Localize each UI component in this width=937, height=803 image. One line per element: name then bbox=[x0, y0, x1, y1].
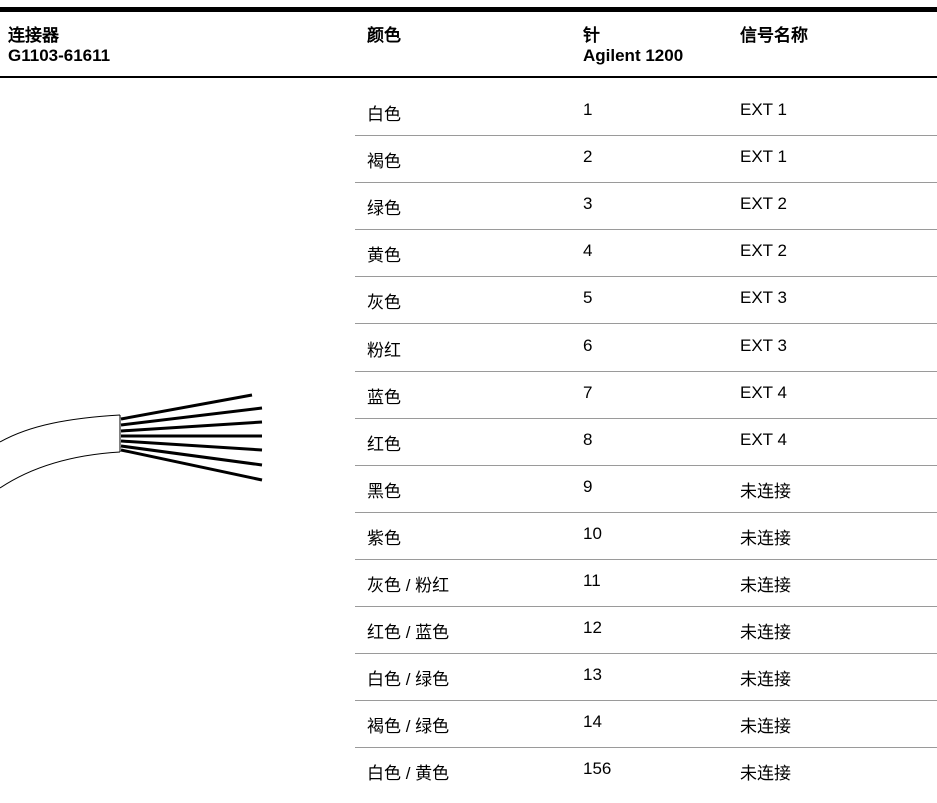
cell-pin: 12 bbox=[583, 618, 602, 638]
cell-signal: 未连接 bbox=[740, 670, 791, 690]
row-divider bbox=[355, 276, 937, 277]
cell-signal: EXT 2 bbox=[740, 194, 787, 214]
cell-color: 绿色 bbox=[367, 199, 401, 219]
cell-pin: 11 bbox=[583, 571, 601, 590]
header-rule bbox=[0, 76, 937, 78]
cell-color: 紫色 bbox=[367, 528, 401, 548]
row-divider bbox=[355, 747, 937, 748]
header-signal: 信号名称 bbox=[740, 26, 808, 45]
cell-signal: EXT 1 bbox=[740, 147, 787, 167]
cell-pin: 14 bbox=[583, 712, 602, 732]
row-divider bbox=[355, 653, 937, 654]
cell-color: 褐色 bbox=[367, 152, 401, 172]
top-rule bbox=[0, 7, 937, 12]
row-divider bbox=[355, 512, 937, 513]
row-divider bbox=[355, 323, 937, 324]
cell-signal: 未连接 bbox=[740, 528, 791, 548]
row-divider bbox=[355, 371, 937, 372]
cell-pin: 6 bbox=[583, 335, 593, 355]
cell-signal: 未连接 bbox=[740, 576, 791, 595]
row-divider bbox=[355, 700, 937, 701]
cell-color: 黑色 bbox=[367, 481, 401, 501]
cell-pin: 7 bbox=[583, 382, 593, 402]
cell-signal: 未连接 bbox=[740, 764, 791, 784]
cell-pin: 4 bbox=[583, 241, 593, 261]
cell-signal: 未连接 bbox=[740, 717, 791, 737]
header-part-number: G1103-61611 bbox=[8, 46, 111, 65]
cell-signal: EXT 2 bbox=[740, 241, 787, 261]
cell-signal: EXT 3 bbox=[740, 288, 787, 308]
cell-color: 白色 / 黄色 bbox=[367, 764, 450, 784]
cable-illustration bbox=[0, 393, 263, 489]
row-divider bbox=[355, 229, 937, 230]
cell-signal: EXT 4 bbox=[740, 382, 787, 402]
cell-color: 灰色 bbox=[367, 293, 401, 313]
header-connector: 连接器 bbox=[8, 26, 59, 45]
cell-pin: 10 bbox=[583, 523, 602, 543]
header-color: 颜色 bbox=[367, 26, 401, 45]
cell-color: 红色 bbox=[367, 434, 401, 454]
cell-pin: 8 bbox=[583, 429, 593, 449]
cell-pin: 5 bbox=[583, 288, 593, 308]
cell-signal: EXT 4 bbox=[740, 429, 787, 449]
row-divider bbox=[355, 182, 937, 183]
cell-pin: 1 bbox=[583, 100, 593, 119]
header-pin: 针 bbox=[583, 26, 600, 45]
cell-color: 白色 bbox=[367, 105, 401, 124]
row-divider bbox=[355, 559, 937, 560]
row-divider bbox=[355, 606, 937, 607]
cell-pin: 2 bbox=[583, 147, 593, 167]
cell-color: 蓝色 bbox=[367, 387, 401, 407]
cell-signal: EXT 3 bbox=[740, 335, 787, 355]
cell-signal: 未连接 bbox=[740, 623, 791, 643]
row-divider bbox=[355, 465, 937, 466]
cell-color: 黄色 bbox=[367, 246, 401, 266]
cell-pin: 156 bbox=[583, 759, 612, 779]
cell-signal: 未连接 bbox=[740, 481, 791, 501]
header-pin-model: Agilent 1200 bbox=[583, 46, 684, 65]
cell-pin: 9 bbox=[583, 476, 593, 496]
cell-pin: 3 bbox=[583, 194, 593, 214]
row-divider bbox=[355, 418, 937, 419]
cell-signal: EXT 1 bbox=[740, 100, 787, 119]
cell-color: 红色 / 蓝色 bbox=[367, 623, 450, 643]
cell-color: 褐色 / 绿色 bbox=[367, 717, 450, 737]
cell-color: 粉红 bbox=[367, 340, 401, 360]
row-divider bbox=[355, 135, 937, 136]
cell-color: 白色 / 绿色 bbox=[367, 670, 450, 690]
cell-color: 灰色 / 粉红 bbox=[367, 576, 450, 595]
cell-pin: 13 bbox=[583, 665, 602, 685]
